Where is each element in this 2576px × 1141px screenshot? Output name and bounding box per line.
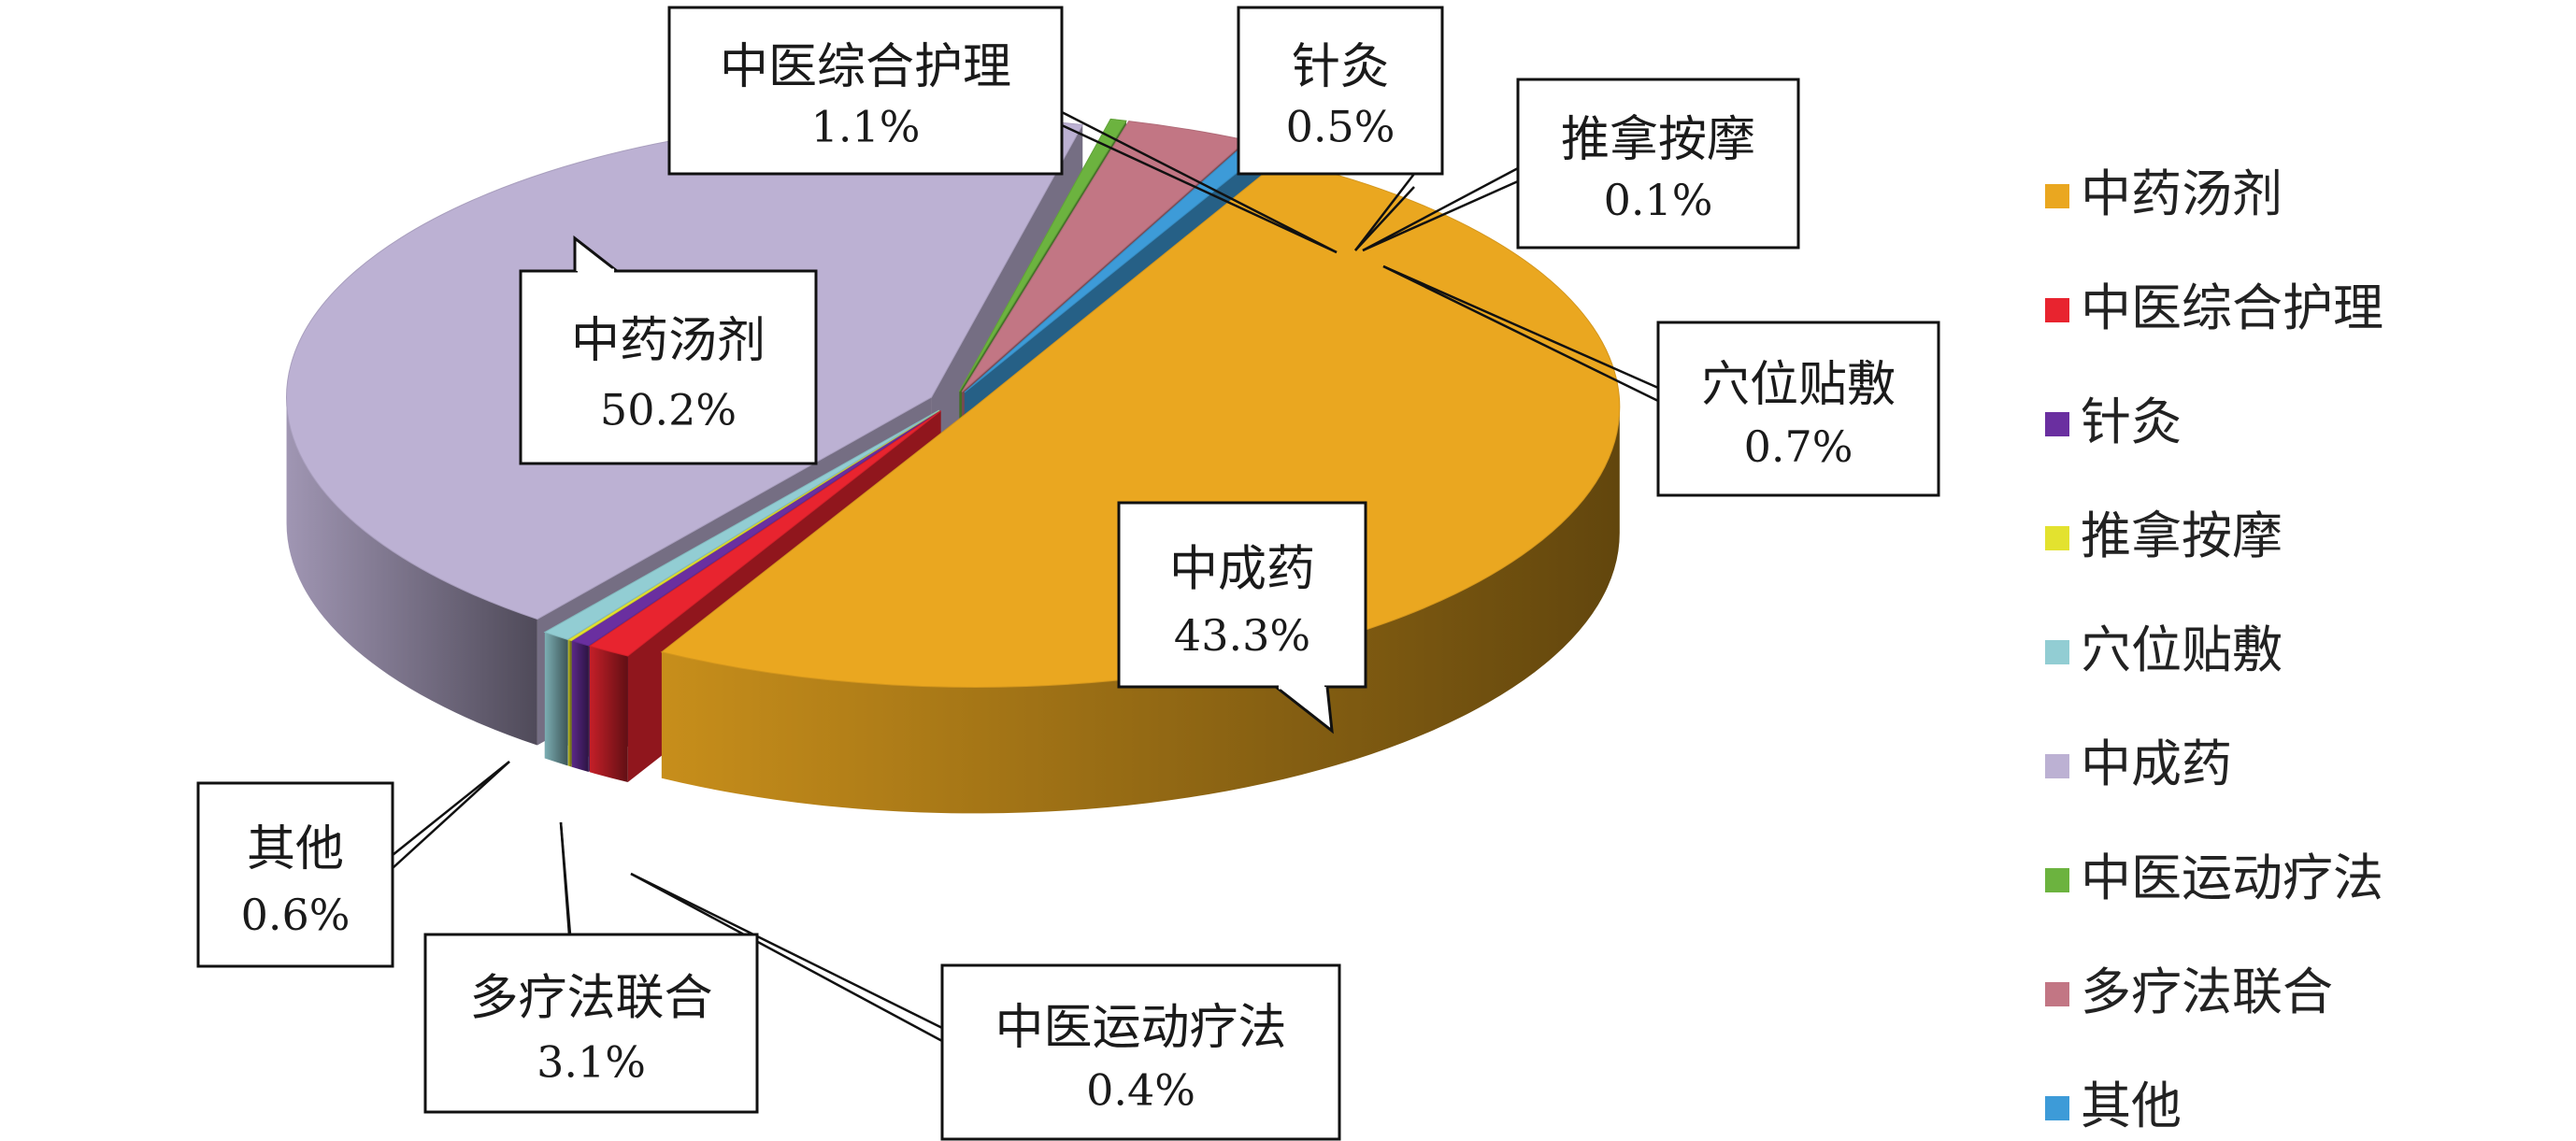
leader-line-b-8 [559,821,572,948]
slice-side-3 [567,639,572,767]
legend-label-4: 推拿按摩 [2081,506,2283,565]
callout-label-4: 推拿按摩 [1561,112,1755,168]
leader-line-b-7 [630,872,943,1043]
pie-slice-2 [588,410,941,657]
callout-1: 中药汤剂 50.2% [519,235,818,465]
legend-swatch-1 [2045,184,2069,208]
legend-item-4: 推拿按摩 [2045,506,2283,565]
legend-swatch-8 [2045,982,2069,1006]
callout-label-2: 中医综合护理 [720,39,1011,95]
callout-label-8: 多疗法联合 [469,971,712,1027]
legend-item-6: 中成药 [2045,735,2232,793]
legend-item-8: 多疗法联合 [2045,963,2333,1021]
legend-item-1: 中药汤剂 [2045,164,2283,223]
legend-item-7: 中医运动疗法 [2045,849,2383,907]
leader-line-b-9 [392,761,510,869]
callout-3: 针灸 0.5% [1237,6,1444,251]
legend-swatch-9 [2045,1096,2069,1120]
callout-box-2 [667,6,1064,176]
callout-box-8 [423,933,759,1114]
callout-value-9: 0.6% [241,890,351,940]
legend-item-5: 穴位贴敷 [2045,620,2283,679]
callout-tail-1 [573,235,618,273]
callout-box-5 [1656,321,1940,497]
callout-value-5: 0.7% [1744,421,1853,472]
slice-side-5 [286,397,537,746]
pie-slice-1 [660,159,1621,688]
legend-swatch-4 [2045,526,2069,550]
callout-value-4: 0.1% [1604,175,1713,225]
callout-value-2: 1.1% [811,102,921,152]
leader-line-3 [1354,173,1415,251]
legend-item-2: 中医综合护理 [2045,278,2383,337]
slice-side-1 [589,646,628,782]
callout-7: 中医运动疗法 0.4% [630,872,1341,1141]
callout-9: 其他 0.6% [196,761,510,968]
callout-label-9: 其他 [247,821,344,877]
legend-item-3: 针灸 [2045,392,2182,451]
legend-label-6: 中成药 [2081,735,2232,793]
leader-line-7 [630,872,943,1030]
callout-tail-6 [1275,685,1334,735]
callout-5: 穴位贴敷 0.7% [1382,264,1940,497]
legend-label-8: 多疗法联合 [2081,963,2333,1021]
legend-swatch-6 [2045,754,2069,778]
legend-swatch-7 [2045,868,2069,892]
callout-box-7 [940,963,1341,1141]
slice-side-4 [544,632,568,766]
callout-value-6: 43.3% [1174,610,1310,661]
legend-label-7: 中医运动疗法 [2081,849,2383,907]
legend-swatch-3 [2045,412,2069,436]
callout-value-7: 0.4% [1086,1065,1195,1116]
pie-slice-7 [958,118,1127,392]
legend-label-5: 穴位贴敷 [2081,620,2283,679]
callout-label-5: 穴位贴敷 [1701,357,1896,413]
legend-label-2: 中医综合护理 [2081,278,2383,337]
leader-line-2 [1061,110,1338,254]
leader-line-b-3 [1354,186,1415,251]
callout-label-1: 中药汤剂 [571,313,766,369]
callout-6: 中成药 43.3% [1117,501,1367,735]
callout-2: 中医综合护理 1.1% [667,6,1338,254]
legend-swatch-5 [2045,640,2069,664]
leader-line-b-2 [1061,123,1338,254]
callout-value-8: 3.1% [537,1037,646,1088]
callout-box-6 [1117,501,1367,689]
pie-slice-5 [543,409,939,640]
legend-label-1: 中药汤剂 [2081,164,2283,223]
legend-swatch-2 [2045,298,2069,322]
callout-box-4 [1516,78,1800,250]
legend-label-9: 其他 [2081,1077,2182,1135]
leader-line-5 [1382,264,1659,390]
slice-side-0 [661,406,1620,814]
legend-label-3: 针灸 [2081,392,2182,451]
slice-side-2 [571,640,589,772]
leader-line-4 [1362,166,1519,252]
callout-8: 多疗法联合 3.1% [423,821,759,1114]
callout-box-3 [1237,6,1444,176]
leader-line-b-4 [1362,179,1519,252]
leader-line-9 [392,761,510,856]
callout-label-7: 中医运动疗法 [995,1000,1286,1056]
callout-label-3: 针灸 [1292,39,1389,95]
callout-value-3: 0.5% [1286,102,1395,152]
callout-box-9 [196,781,394,968]
callout-value-1: 50.2% [600,384,737,435]
callout-label-6: 中成药 [1169,541,1315,597]
callout-layer: 中药汤剂 50.2% 中医综合护理 1.1% 针灸 0.5% 推拿按摩 0.1% 穴位贴敷 0.7… [196,6,1940,1141]
legend-item-9: 其他 [2045,1077,2182,1135]
callout-box-1 [519,269,818,465]
leader-line-b-5 [1382,264,1659,403]
callout-4: 推拿按摩 0.1% [1362,78,1800,252]
